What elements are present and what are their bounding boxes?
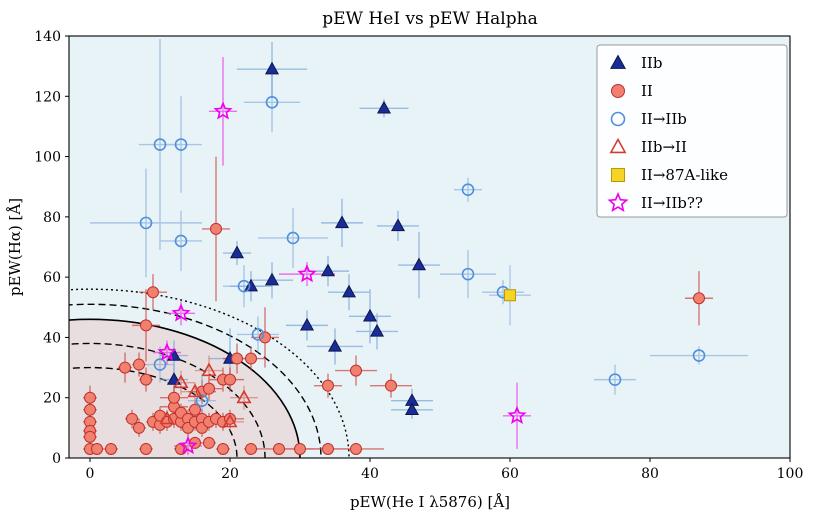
legend-label-iib-to-ii: IIb→II bbox=[641, 138, 687, 156]
series-iib-to-ii-markers bbox=[159, 362, 252, 428]
legend-entry-iib: IIb bbox=[610, 54, 662, 72]
x-tick-label: 80 bbox=[641, 466, 659, 482]
y-tick-label: 60 bbox=[43, 270, 61, 286]
legend-entry-ii: II bbox=[611, 82, 653, 100]
series-ii-to-iib-markers bbox=[139, 96, 706, 408]
axes: 0 20 40 60 80 100 0 20 40 60 80 100 120 140 bbox=[34, 29, 803, 482]
x-tick-label: 60 bbox=[501, 466, 519, 482]
x-tick-label: 40 bbox=[361, 466, 379, 482]
x-tick-label: 20 bbox=[221, 466, 239, 482]
y-tick-label: 0 bbox=[52, 451, 61, 467]
legend-label-ii-to-iib-q: II→IIb?? bbox=[641, 194, 703, 212]
series-ii-to-iib-errorbars bbox=[90, 39, 748, 428]
y-tick-label: 100 bbox=[34, 150, 61, 166]
y-axis-label: pEW(Hα) [Å] bbox=[6, 198, 24, 296]
y-tick-label: 40 bbox=[43, 330, 61, 346]
legend-label-iib: IIb bbox=[641, 54, 662, 72]
axes-spines bbox=[68, 35, 791, 459]
legend-entry-ii-to-iib-q: II→IIb?? bbox=[607, 191, 703, 212]
y-tick-label: 80 bbox=[43, 210, 61, 226]
series-ii-markers bbox=[84, 222, 705, 455]
legend: IIb II II→IIb IIb→II II→87A-like II→IIb?? bbox=[596, 44, 788, 218]
legend-label-ii: II bbox=[641, 82, 653, 100]
series-ii-to-iib-q-markers bbox=[157, 101, 527, 455]
series-ii-to-87a-markers bbox=[504, 289, 516, 302]
legend-entry-ii-to-87a: II→87A-like bbox=[611, 166, 728, 184]
legend-entry-iib-to-ii: IIb→II bbox=[609, 137, 687, 156]
y-tick-label: 120 bbox=[34, 89, 61, 105]
y-tick-label: 140 bbox=[34, 29, 61, 45]
legend-label-ii-to-87a: II→87A-like bbox=[641, 166, 728, 184]
x-tick-label: 100 bbox=[777, 466, 804, 482]
plot-area bbox=[69, 39, 748, 458]
x-tick-label: 0 bbox=[86, 466, 95, 482]
legend-label-ii-to-iib: II→IIb bbox=[641, 110, 687, 128]
contour-dashed bbox=[69, 303, 322, 458]
legend-entry-ii-to-iib: II→IIb bbox=[610, 110, 687, 128]
y-tick-label: 20 bbox=[43, 391, 61, 407]
x-axis-label: pEW(He I λ5876) [Å] bbox=[350, 493, 510, 511]
legend-box bbox=[596, 44, 788, 218]
chart-title: pEW HeI vs pEW Halpha bbox=[322, 9, 537, 29]
